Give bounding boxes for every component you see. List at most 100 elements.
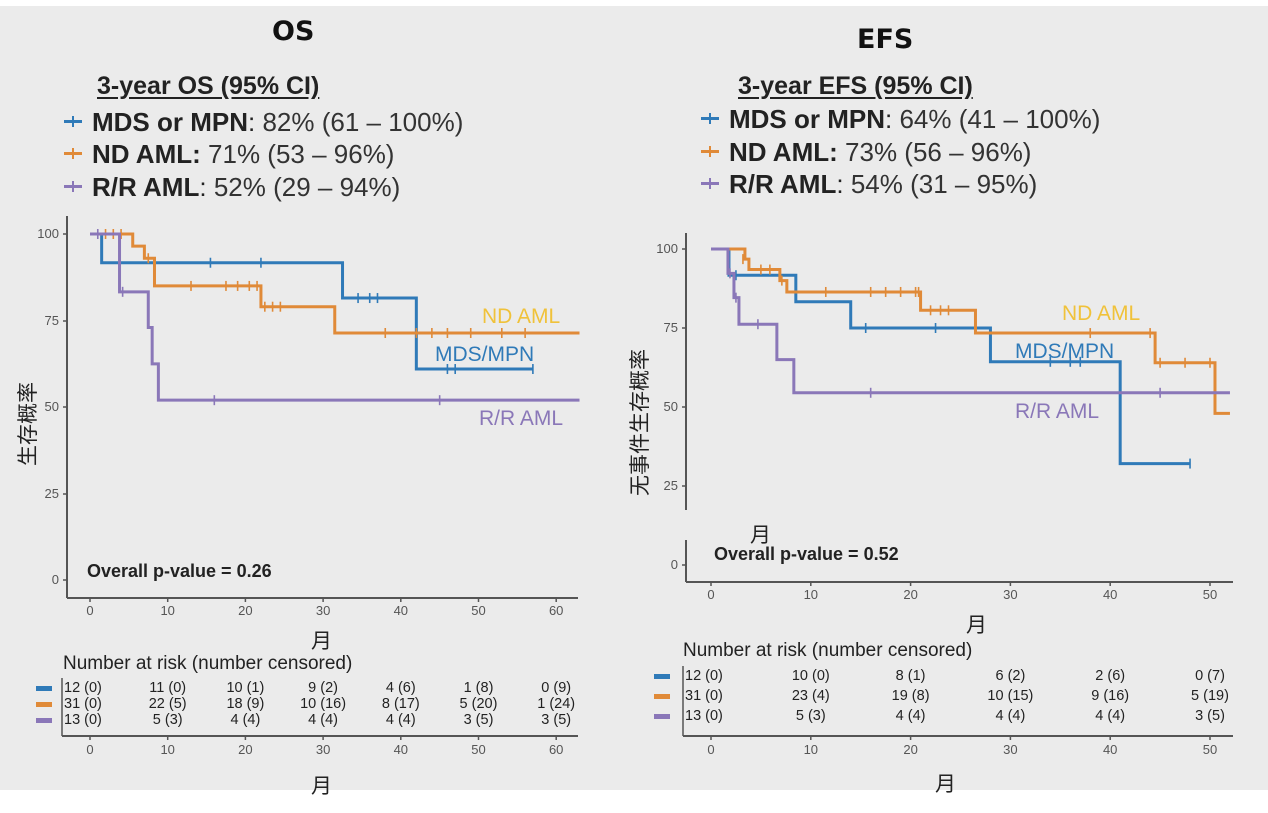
risk-table-cell: 18 (9): [226, 696, 265, 712]
risk-table-cell: 10 (15): [987, 688, 1034, 704]
os-risk-table-title: Number at risk (number censored): [63, 653, 353, 674]
os-title: OS: [272, 16, 315, 47]
risk-row-color-swatch-icon: [36, 686, 52, 691]
risk-table-cell: 8 (1): [895, 668, 926, 684]
risk-table-cell: 10 (0): [791, 668, 830, 684]
risk-table-cell: 19 (8): [891, 688, 930, 704]
x-tick-label: 10: [803, 587, 819, 602]
risk-table-cell: 4 (6): [385, 680, 416, 696]
risk-table-cell: 3 (5): [1195, 708, 1225, 724]
risk-table-cell: 1 (24): [537, 696, 576, 712]
y-tick-label: 50: [663, 399, 678, 414]
x-tick-label: 40: [1102, 587, 1118, 602]
x-tick-label: 50: [1202, 587, 1218, 602]
y-tick-label: 25: [44, 486, 59, 501]
risk-table-cell: 4 (4): [1095, 708, 1126, 724]
legend-purple-mark-icon: [701, 177, 719, 189]
efs-risk-x-axis-label: 月: [935, 772, 956, 796]
risk-table-cell: 1 (8): [463, 680, 494, 696]
efs-ci-value: 54% (31 – 95%): [843, 169, 1038, 199]
risk-x-tick-label: 0: [86, 742, 94, 757]
risk-table-cell: 2 (6): [1095, 668, 1126, 684]
legend-orange-mark-icon: [64, 147, 82, 159]
risk-row-color-swatch-icon: [36, 718, 52, 723]
y-tick-label: 25: [663, 478, 678, 493]
y-tick-label: 75: [663, 320, 678, 335]
efs-ci-sep: :: [885, 104, 893, 134]
efs-ci-sep: :: [836, 169, 844, 199]
x-tick-label: 0: [707, 587, 715, 602]
risk-x-tick-label: 30: [1003, 742, 1018, 757]
efs-ci-row-mds: MDS or MPN: 64% (41 – 100%): [701, 104, 1100, 135]
risk-table-cell: 4 (4): [385, 712, 416, 728]
x-tick-label: 40: [393, 603, 409, 618]
risk-table-cell: 5 (3): [152, 712, 183, 728]
curve-label-rr-aml: R/R AML: [1015, 400, 1100, 423]
risk-table-cell: 0 (9): [541, 680, 572, 696]
risk-table-cell: 23 (4): [791, 688, 830, 704]
os-ci-sep: :: [199, 172, 207, 202]
x-tick-label: 20: [238, 603, 253, 618]
risk-x-tick-label: 0: [707, 742, 715, 757]
risk-row-color-swatch-icon: [654, 674, 670, 679]
os-y-axis-label: 生存概率: [16, 382, 40, 466]
risk-table-cell: 31 (0): [685, 688, 723, 704]
risk-x-tick-label: 10: [160, 742, 175, 757]
efs-ci-row-rr: R/R AML: 54% (31 – 95%): [701, 169, 1037, 200]
risk-table-cell: 4 (4): [308, 712, 339, 728]
risk-table-cell: 12 (0): [685, 668, 723, 684]
curve-label-mds-mpn: MDS/MPN: [1015, 340, 1115, 363]
efs-x-axis-label: 月: [966, 613, 987, 637]
legend-purple-mark-icon: [64, 180, 82, 192]
efs-ci-group: MDS or MPN: [729, 104, 885, 134]
km-curve-mds_mpn: [90, 232, 533, 371]
risk-x-tick-label: 20: [238, 742, 253, 757]
efs-risk-table-title: Number at risk (number censored): [683, 640, 973, 661]
km-curve-rr_aml: [711, 247, 1230, 395]
os-ci-group: MDS or MPN: [92, 107, 248, 137]
risk-table-cell: 31 (0): [64, 696, 102, 712]
efs-ci-value: 64% (41 – 100%): [892, 104, 1101, 134]
risk-table-cell: 3 (5): [541, 712, 572, 728]
os-ci-value: 52% (29 – 94%): [206, 172, 401, 202]
risk-table-cell: 9 (2): [308, 680, 339, 696]
risk-table-cell: 6 (2): [995, 668, 1026, 684]
os-ci-row-nd: ND AML: 71% (53 – 96%): [64, 139, 394, 170]
curve-label-nd-aml: ND AML: [482, 305, 561, 328]
x-tick-label: 50: [471, 603, 486, 618]
os-ci-group: R/R AML: [92, 172, 200, 202]
os-ci-sep: :: [248, 107, 256, 137]
risk-table-cell: 11 (0): [149, 680, 187, 696]
efs-ci-group: ND AML:: [729, 137, 838, 167]
risk-x-tick-label: 60: [548, 742, 564, 757]
risk-x-tick-label: 30: [315, 742, 331, 757]
risk-table-cell: 5 (20): [459, 696, 498, 712]
os-plot: [61, 216, 580, 740]
x-tick-label: 0: [86, 603, 94, 618]
efs-plot: [682, 233, 1233, 740]
risk-table-cell: 4 (4): [995, 708, 1026, 724]
risk-x-tick-label: 50: [1202, 742, 1218, 757]
risk-table-cell: 13 (0): [64, 712, 102, 728]
risk-table-cell: 13 (0): [685, 708, 723, 724]
os-ci-row-mds: MDS or MPN: 82% (61 – 100%): [64, 107, 463, 138]
efs-ci-heading: 3-year EFS (95% CI): [738, 72, 973, 100]
efs-ci-group: R/R AML: [729, 169, 837, 199]
x-tick-label: 30: [1003, 587, 1018, 602]
y-tick-label: 50: [44, 399, 59, 414]
y-tick-label: 100: [656, 241, 678, 256]
x-tick-label: 60: [548, 603, 564, 618]
y-tick-label: 75: [44, 313, 59, 328]
risk-table-cell: 10 (1): [226, 680, 265, 696]
efs-ci-row-nd: ND AML: 73% (56 – 96%): [701, 137, 1031, 168]
legend-blue-mark-icon: [64, 115, 82, 127]
risk-table-cell: 9 (16): [1091, 688, 1130, 704]
y-tick-label: 0: [51, 572, 59, 587]
risk-x-tick-label: 50: [471, 742, 486, 757]
risk-x-tick-label: 10: [803, 742, 819, 757]
risk-table-cell: 12 (0): [64, 680, 102, 696]
efs-ci-value: 73% (56 – 96%): [837, 137, 1032, 167]
km-curve-nd_aml: [90, 232, 580, 335]
risk-x-tick-label: 40: [393, 742, 409, 757]
